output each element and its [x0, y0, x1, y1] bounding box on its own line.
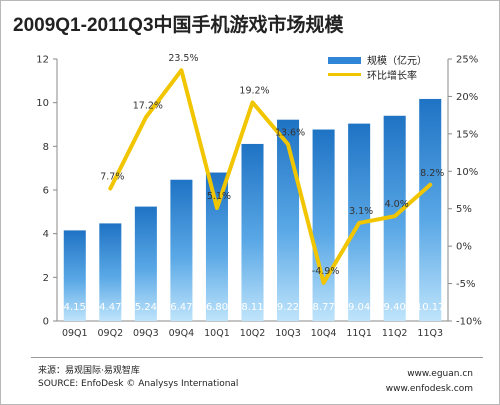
legend-swatch-bar: [328, 57, 361, 64]
bar: [99, 223, 122, 321]
growth-rate-label: 23.5%: [168, 53, 198, 64]
bar-value-label: 8.77: [312, 302, 334, 313]
growth-rate-point: [357, 221, 361, 225]
legend: 规模（亿元） 环比增长率: [328, 54, 427, 82]
growth-rate-point: [215, 206, 219, 210]
right-tick-label: -10%: [456, 317, 482, 328]
source-cn: 来源：易观国际·易观智库: [38, 366, 140, 376]
growth-rate-point: [428, 183, 432, 187]
left-tick-label: 6: [43, 186, 49, 197]
site-enfodesk: www.enfodesk.com: [385, 384, 473, 394]
x-tick-label: 10Q1: [204, 328, 230, 339]
growth-rate-point: [322, 281, 326, 285]
bar: [419, 98, 442, 321]
bar: [241, 143, 264, 321]
growth-rate-label: 19.2%: [239, 85, 269, 96]
bar: [63, 230, 86, 321]
bar-value-label: 4.47: [99, 302, 121, 313]
bar-value-label: 8.11: [241, 302, 263, 313]
growth-rate-label: -4.9%: [312, 266, 340, 277]
bar: [383, 115, 406, 322]
right-tick-label: 5%: [456, 204, 472, 215]
left-tick-label: 8: [43, 142, 49, 153]
bar-value-label: 4.15: [64, 302, 86, 313]
right-tick-label: 10%: [456, 167, 478, 178]
right-tick-label: 15%: [456, 129, 478, 140]
growth-rate-label: 17.2%: [133, 100, 163, 111]
right-tick-label: 0%: [456, 242, 472, 253]
x-tick-label: 11Q2: [382, 328, 408, 339]
growth-rate-label: 8.2%: [420, 168, 444, 179]
growth-rate-point: [251, 100, 254, 104]
bar: [134, 206, 157, 321]
growth-rate-point: [144, 115, 148, 119]
footer-divider: [31, 357, 483, 358]
left-tick-label: 10: [36, 98, 49, 109]
left-tick-label: 0: [43, 317, 49, 328]
x-tick-label: 10Q2: [240, 328, 266, 339]
bar-value-label: 10.17: [416, 302, 445, 313]
bar-value-label: 6.80: [206, 302, 228, 313]
x-tick-label: 10Q3: [275, 328, 301, 339]
bar-value-label: 9.04: [348, 302, 370, 313]
growth-rate-label: 5.1%: [207, 191, 231, 202]
right-tick-label: 25%: [456, 55, 478, 66]
growth-rate-label: 3.1%: [349, 206, 373, 217]
x-tick-label: 11Q3: [417, 328, 443, 339]
bar-value-label: 9.22: [277, 302, 299, 313]
growth-rate-label: 4.0%: [385, 199, 409, 210]
x-tick-label: 10Q4: [311, 328, 337, 339]
bar: [312, 129, 335, 321]
source-en: SOURCE: EnfoDesk © Analysys Internationa…: [38, 379, 239, 389]
bar-value-label: 6.47: [170, 302, 192, 313]
legend-label-line: 环比增长率: [367, 69, 417, 82]
growth-rate-line: [108, 68, 433, 285]
left-tick-label: 12: [36, 55, 49, 66]
legend-swatch-line: [328, 73, 361, 76]
bar: [205, 172, 228, 321]
growth-rate-point: [393, 214, 397, 218]
x-tick-label: 09Q1: [62, 328, 88, 339]
bar-value-label: 9.40: [384, 302, 406, 313]
footer: 来源：易观国际·易观智库 SOURCE: EnfoDesk © Analysys…: [1, 357, 499, 403]
bar-value-label: 5.24: [135, 302, 157, 313]
growth-rate-label: 13.6%: [275, 127, 305, 138]
x-tick-label: 09Q3: [133, 328, 159, 339]
chart-title: 2009Q1-2011Q3中国手机游戏市场规模: [13, 15, 344, 36]
growth-rate-point: [108, 187, 112, 191]
growth-rate-point: [179, 68, 183, 72]
chart-plot: 0 2 4 6 8 10 12 -10% -5% 0% 5% 10% 15% 20% 25% 09Q1 09Q2…: [36, 53, 482, 339]
legend-label-bar: 规模（亿元）: [367, 54, 427, 67]
right-tick-label: 20%: [456, 92, 478, 103]
x-tick-label: 09Q2: [98, 328, 124, 339]
growth-rate-point: [286, 142, 290, 146]
bar: [170, 179, 193, 321]
x-tick-label: 11Q1: [346, 328, 372, 339]
left-tick-label: 2: [43, 273, 49, 284]
right-tick-label: -5%: [456, 279, 475, 290]
x-tick-label: 09Q4: [169, 328, 195, 339]
left-tick-label: 4: [43, 229, 49, 240]
growth-rate-label: 7.7%: [100, 172, 124, 183]
site-eguan: www.eguan.cn: [407, 369, 473, 379]
